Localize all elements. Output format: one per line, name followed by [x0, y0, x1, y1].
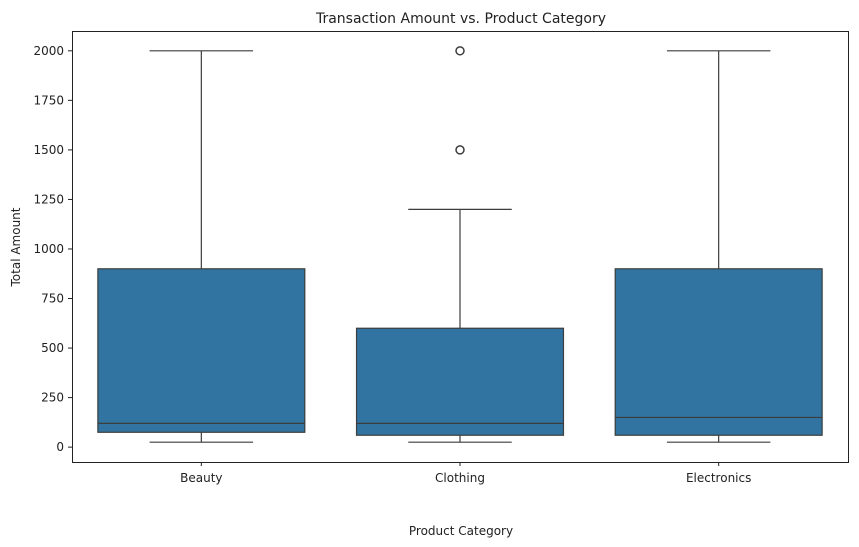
iqr-box — [97, 268, 306, 433]
x-tick-label: Electronics — [686, 471, 751, 485]
outlier-point — [455, 145, 465, 155]
y-tick-label: 1750 — [33, 93, 64, 107]
y-tick-label: 1250 — [33, 192, 64, 206]
y-axis-title: Total Amount — [9, 207, 23, 287]
x-tick-label: Beauty — [180, 471, 222, 485]
box-electronics — [614, 50, 823, 443]
iqr-box — [614, 268, 823, 436]
box-clothing — [355, 46, 565, 443]
y-tick-label: 1000 — [33, 242, 64, 256]
y-tick-label: 500 — [41, 341, 64, 355]
y-tick-label: 2000 — [33, 44, 64, 58]
y-axis: 0 250 500 750 1000 1250 1500 1750 2000 — [33, 44, 72, 454]
y-tick-label: 250 — [41, 391, 64, 405]
box-beauty — [97, 50, 306, 443]
boxes-layer — [97, 46, 823, 443]
x-axis: Beauty Clothing Electronics — [180, 462, 751, 485]
y-tick-label: 750 — [41, 292, 64, 306]
x-tick-label: Clothing — [435, 471, 485, 485]
x-axis-title: Product Category — [409, 524, 513, 538]
outlier-point — [455, 46, 465, 56]
y-tick-label: 0 — [56, 440, 64, 454]
y-tick-label: 1500 — [33, 143, 64, 157]
chart-title: Transaction Amount vs. Product Category — [315, 11, 606, 27]
iqr-box — [355, 327, 565, 436]
